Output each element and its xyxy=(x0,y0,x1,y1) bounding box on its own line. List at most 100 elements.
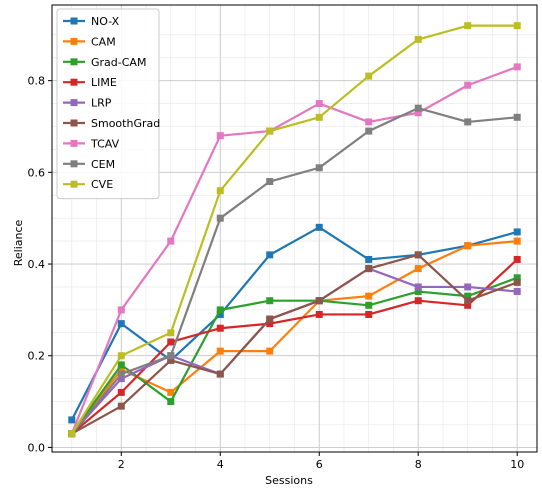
data-point xyxy=(266,251,274,259)
data-point xyxy=(117,402,125,410)
legend-box xyxy=(56,8,160,200)
data-point xyxy=(216,187,224,195)
x-tick-label: 4 xyxy=(217,458,224,471)
x-tick-label: 8 xyxy=(415,458,422,471)
data-point xyxy=(464,118,472,126)
legend-swatch-marker xyxy=(70,119,78,127)
data-point xyxy=(266,320,274,328)
data-point xyxy=(464,297,472,305)
data-point xyxy=(117,370,125,378)
data-point xyxy=(414,297,422,305)
series-line xyxy=(70,226,518,421)
data-point xyxy=(117,388,125,396)
y-tick-label: 0.6 xyxy=(28,166,46,179)
data-point xyxy=(315,164,323,172)
data-point xyxy=(117,306,125,314)
legend-swatch-marker xyxy=(70,99,78,107)
data-point xyxy=(464,81,472,89)
legend-swatch-marker xyxy=(70,37,78,45)
data-point xyxy=(315,297,323,305)
legend-label: TCAV xyxy=(90,137,120,150)
x-tick-label: 2 xyxy=(118,458,125,471)
y-tick-label: 0.2 xyxy=(28,350,46,363)
data-point xyxy=(513,274,521,282)
legend-swatch-marker xyxy=(70,160,78,168)
data-point xyxy=(513,22,521,30)
legend: NO-X CAM Grad-CAM LIME LRP SmoothGrad TCAV CEM C… xyxy=(56,8,160,200)
legend-entry: CAM xyxy=(63,35,116,48)
legend-label: SmoothGrad xyxy=(91,117,160,130)
data-point xyxy=(513,113,521,121)
legend-entry: LIME xyxy=(63,76,117,89)
data-point xyxy=(464,301,472,309)
data-point xyxy=(464,22,472,30)
y-axis-label: Reliance xyxy=(12,219,25,266)
legend-swatch-marker xyxy=(70,78,78,86)
legend-swatch-marker xyxy=(70,58,78,66)
data-point xyxy=(365,72,373,80)
data-point xyxy=(414,104,422,112)
data-point xyxy=(414,35,422,43)
legend-label: LRP xyxy=(91,97,112,110)
legend-entry: NO-X xyxy=(63,15,120,28)
data-point xyxy=(216,347,224,355)
legend-label: CEM xyxy=(91,158,115,171)
data-point xyxy=(464,283,472,291)
x-tick-label: 10 xyxy=(510,458,524,471)
series-cve xyxy=(68,22,521,438)
legend-label: LIME xyxy=(91,76,117,89)
axes: 2 4 6 8 10 0.0 0.2 0.4 0.6 0.8 xyxy=(28,4,538,471)
x-axis-label: Sessions xyxy=(265,474,313,487)
data-point xyxy=(513,288,521,296)
data-point xyxy=(315,100,323,108)
data-point xyxy=(513,63,521,71)
data-point xyxy=(167,237,175,245)
series-line xyxy=(70,65,518,435)
data-point xyxy=(464,242,472,250)
data-point xyxy=(414,283,422,291)
series-line xyxy=(70,107,518,435)
data-point xyxy=(414,288,422,296)
legend-label: NO-X xyxy=(91,15,120,28)
series-line xyxy=(70,24,518,435)
data-point xyxy=(365,301,373,309)
data-point xyxy=(513,237,521,245)
legend-entry: CEM xyxy=(63,158,115,171)
data-point xyxy=(167,352,175,360)
y-tick-label: 0.4 xyxy=(28,258,46,271)
legend-swatch-marker xyxy=(70,17,78,25)
data-point xyxy=(167,388,175,396)
data-point xyxy=(68,430,76,438)
data-point xyxy=(167,329,175,337)
data-point xyxy=(216,306,224,314)
data-point xyxy=(266,347,274,355)
data-point xyxy=(464,292,472,300)
legend-label: Grad-CAM xyxy=(91,56,146,69)
data-point xyxy=(365,127,373,135)
legend-swatch-marker xyxy=(70,180,78,188)
data-point xyxy=(365,118,373,126)
data-point xyxy=(414,109,422,117)
data-point xyxy=(167,356,175,364)
data-point xyxy=(365,292,373,300)
data-point xyxy=(266,315,274,323)
plot-frame xyxy=(51,4,538,453)
legend-entry: Grad-CAM xyxy=(63,56,146,69)
legend-label: CAM xyxy=(91,35,116,48)
y-tick-label: 0.8 xyxy=(28,75,46,88)
data-point xyxy=(167,338,175,346)
data-point xyxy=(266,127,274,135)
data-point xyxy=(117,361,125,369)
data-point xyxy=(365,310,373,318)
data-point xyxy=(266,297,274,305)
data-point xyxy=(117,375,125,383)
x-tick-label: 6 xyxy=(316,458,323,471)
legend-label: CVE xyxy=(91,178,113,191)
data-point xyxy=(315,113,323,121)
series-line xyxy=(71,253,518,435)
data-point xyxy=(167,398,175,406)
data-point xyxy=(117,320,125,328)
data-point xyxy=(414,251,422,259)
data-point xyxy=(216,370,224,378)
